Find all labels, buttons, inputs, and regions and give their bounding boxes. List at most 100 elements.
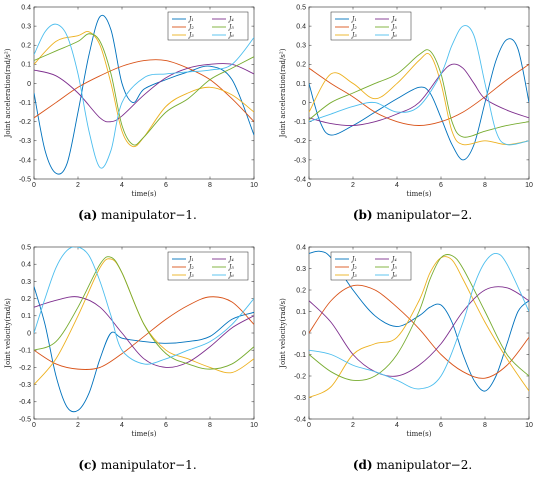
ytick-label-b-6: 0.2 [296, 62, 306, 69]
series-group-b [309, 25, 529, 161]
caption-c: (c) manipulator−1. [0, 458, 275, 472]
series-line-b-2 [309, 63, 529, 126]
ytick-label-a-3: -0.2 [19, 119, 31, 126]
series-line-c-4 [34, 296, 254, 368]
ytick-label-c-1: -0.4 [19, 399, 31, 406]
panel-d: -0.4 -0.3 -0.2 -0.1 0 0.1 0.2 0.3 0.4 0 2 4 6 8 10 time… [275, 240, 550, 479]
series-line-a-4 [34, 63, 254, 123]
xtick-label-c-2: 4 [120, 422, 124, 429]
legend-label-c-3: J₃ [187, 272, 194, 279]
legend-label-c-6: J₆ [227, 272, 234, 279]
ylabel-b: Joint acceleration(rad/s²) [279, 48, 287, 138]
xlabel-d: time(s) [407, 430, 432, 438]
series-group-d [309, 250, 529, 398]
chart-b: -0.4 -0.3 -0.2 -0.1 0 0.1 0.2 0.3 0.4 0.5 0 2 4 6 8 10 t… [279, 4, 533, 198]
xtick-label-a-1: 2 [76, 182, 80, 189]
caption-d-text: manipulator−2. [376, 458, 473, 472]
ytick-label-b-9: 0.5 [296, 4, 306, 11]
chart-a: -0.5 -0.4 -0.3 -0.2 -0.1 0 0.1 0.2 0.3 0.4 0 2 4 6 8 10… [4, 4, 258, 198]
ytick-label-d-0: -0.4 [294, 416, 306, 423]
xtick-label-c-1: 2 [76, 422, 80, 429]
xtick-label-c-3: 6 [164, 422, 168, 429]
xtick-label-a-3: 6 [164, 182, 168, 189]
ytick-label-b-5: 0.1 [296, 81, 306, 88]
legend-label-b-1: J₁ [350, 16, 357, 23]
ytick-label-a-9: 0.4 [21, 4, 31, 11]
legend-label-d-3: J₃ [350, 272, 357, 279]
series-line-d-4 [309, 286, 529, 377]
ytick-label-b-8: 0.4 [296, 24, 306, 31]
series-line-c-5 [34, 256, 254, 370]
ytick-label-b-2: -0.2 [294, 138, 306, 145]
legend-label-d-6: J₆ [390, 272, 397, 279]
legend-label-a-6: J₆ [227, 32, 234, 39]
chart-d: -0.4 -0.3 -0.2 -0.1 0 0.1 0.2 0.3 0.4 0 2 4 6 8 10 time… [279, 244, 533, 438]
xtick-label-c-4: 8 [208, 422, 212, 429]
xtick-label-b-1: 2 [351, 182, 355, 189]
xtick-label-a-2: 4 [120, 182, 124, 189]
legend-label-d-2: J₂ [350, 264, 357, 271]
xlabel-c: time(s) [132, 430, 157, 438]
ytick-label-d-8: 0.4 [296, 244, 306, 251]
ytick-label-d-1: -0.3 [294, 395, 306, 402]
ylabel-d: Joint velocity(rad/s) [279, 298, 287, 369]
series-line-c-2 [34, 296, 254, 370]
ytick-label-c-4: -0.1 [19, 348, 31, 355]
series-line-a-3 [34, 31, 254, 148]
series-line-d-5 [309, 254, 529, 381]
caption-b-text: manipulator−2. [376, 208, 473, 222]
ylabel-c: Joint velocity(rad/s) [4, 298, 12, 369]
ytick-label-a-6: 0.1 [21, 62, 31, 69]
ytick-label-c-8: 0.3 [21, 279, 31, 286]
ytick-label-b-7: 0.3 [296, 43, 306, 50]
series-line-b-5 [309, 49, 529, 138]
series-line-d-6 [309, 252, 529, 390]
ytick-label-d-6: 0.2 [296, 287, 306, 294]
caption-c-label: (c) [78, 458, 98, 472]
legend-box-d [330, 251, 412, 281]
caption-d: (d) manipulator−2. [275, 458, 550, 472]
xtick-label-d-3: 6 [439, 422, 443, 429]
ytick-label-b-1: -0.3 [294, 157, 306, 164]
legend-label-b-3: J₃ [350, 32, 357, 39]
series-group-a [34, 14, 254, 175]
xtick-label-a-0: 0 [32, 182, 36, 189]
series-line-a-1 [34, 14, 254, 175]
series-line-b-1 [309, 38, 529, 161]
ytick-label-d-5: 0.1 [296, 309, 306, 316]
ytick-label-a-2: -0.3 [19, 138, 31, 145]
ytick-label-a-5: 0 [27, 81, 31, 88]
xtick-label-d-1: 2 [351, 422, 355, 429]
series-line-d-1 [309, 250, 529, 392]
caption-b-label: (b) [352, 208, 373, 222]
xtick-label-d-2: 4 [395, 422, 399, 429]
series-line-b-3 [309, 52, 529, 146]
ylabel-a: Joint acceleration(rad/s²) [4, 48, 12, 138]
ytick-label-c-9: 0.4 [21, 262, 31, 269]
legend-label-b-4: J₄ [390, 16, 397, 23]
ytick-label-a-7: 0.2 [21, 43, 31, 50]
series-line-a-5 [34, 33, 254, 146]
ytick-label-b-3: -0.1 [294, 119, 306, 126]
series-group-c [34, 247, 254, 413]
ytick-label-c-10: 0.5 [21, 244, 31, 251]
caption-a: (a) manipulator−1. [0, 208, 275, 222]
caption-c-text: manipulator−1. [100, 458, 197, 472]
ytick-label-d-3: -0.1 [294, 352, 306, 359]
ytick-label-c-3: -0.2 [19, 365, 31, 372]
xtick-label-b-3: 6 [439, 182, 443, 189]
xtick-label-d-4: 8 [483, 422, 487, 429]
caption-a-text: manipulator−1. [101, 208, 197, 222]
ytick-label-b-4: 0 [302, 100, 306, 107]
legend-label-c-4: J₄ [227, 256, 234, 263]
series-line-a-6 [34, 23, 254, 169]
xtick-label-c-5: 10 [250, 422, 258, 429]
legend-label-d-5: J₅ [390, 264, 397, 271]
series-line-c-6 [34, 247, 254, 365]
series-line-c-1 [34, 286, 254, 413]
xtick-label-a-5: 10 [250, 182, 258, 189]
ytick-label-a-0: -0.5 [19, 176, 31, 183]
series-line-d-2 [309, 284, 529, 379]
ytick-label-c-7: 0.2 [21, 296, 31, 303]
legend-label-c-5: J₅ [227, 264, 234, 271]
